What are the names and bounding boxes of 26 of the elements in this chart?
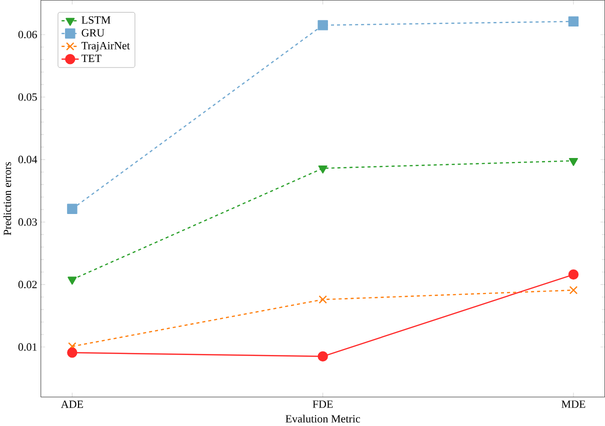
point [568, 269, 579, 280]
point [568, 158, 578, 166]
y-tick-label: 0.03 [18, 218, 37, 226]
point [67, 348, 78, 358]
y-axis-title: Prediction errors [3, 162, 12, 236]
point [568, 16, 579, 27]
x-tick-label: FDE [312, 400, 333, 408]
point [318, 20, 328, 30]
point [68, 276, 77, 285]
legend-label: LSTM [82, 16, 110, 24]
y-tick-label: 0.05 [18, 93, 37, 101]
y-tick-label: 0.01 [18, 343, 37, 351]
point [318, 166, 328, 174]
y-tick-label: 0.04 [18, 156, 38, 164]
point [67, 204, 78, 214]
legend-label: GRU [82, 29, 104, 37]
point [318, 295, 327, 304]
x-axis-title: Evalution Metric [286, 414, 360, 423]
legend-label: TrajAirNet [82, 42, 130, 52]
x-tick-label: MDE [562, 400, 586, 408]
y-tick-label: 0.06 [18, 30, 37, 38]
point [318, 351, 328, 362]
x-tick-label: ADE [60, 400, 83, 408]
point [569, 286, 578, 294]
legend-label: TET [82, 54, 102, 62]
y-tick-label: 0.02 [18, 280, 37, 288]
